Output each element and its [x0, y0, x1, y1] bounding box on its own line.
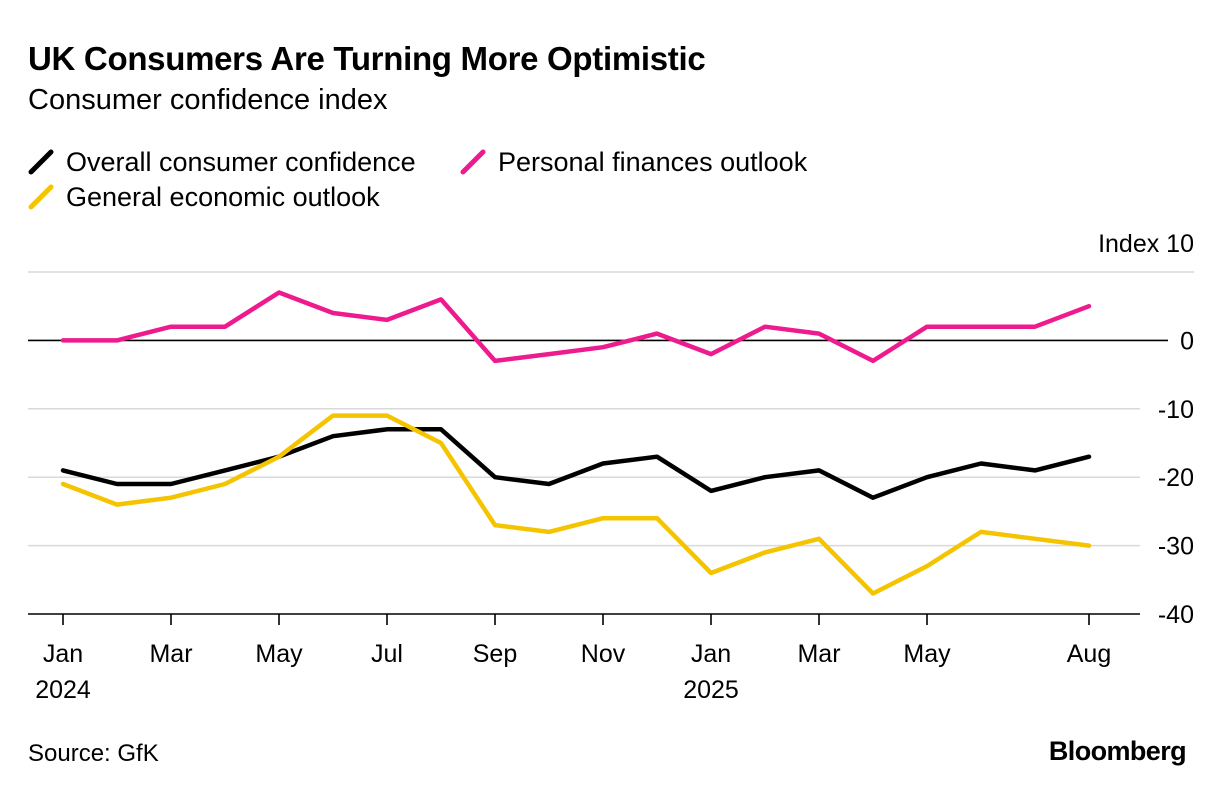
overall-consumer-confidence-line — [60, 427, 1092, 500]
legend-label-overall: Overall consumer confidence — [66, 146, 416, 177]
x-tick-label: Mar — [797, 640, 840, 668]
legend-label-general-economic: General economic outlook — [66, 181, 380, 212]
x-tick-label: Aug — [1067, 640, 1111, 668]
legend-item-overall: Overall consumer confidence — [28, 144, 416, 180]
y-tick-label-top: Index 10 — [1098, 230, 1194, 258]
chart-title: UK Consumers Are Turning More Optimistic — [28, 40, 706, 77]
y-tick-label-bg — [1140, 529, 1194, 562]
legend-label-personal-finances: Personal finances outlook — [498, 146, 808, 177]
y-tick-label: -20 — [1158, 464, 1194, 492]
x-tick-label: May — [903, 640, 951, 668]
y-tick-label: -10 — [1158, 396, 1194, 424]
x-tick-label: Mar — [149, 640, 192, 668]
x-tick-label: May — [255, 640, 303, 668]
y-tick-label: -40 — [1158, 601, 1194, 629]
y-tick-label-bg — [1140, 392, 1194, 425]
y-tick-label-bg — [1168, 324, 1194, 357]
x-tick-label: Jul — [371, 640, 403, 668]
x-tick-label: Sep — [473, 640, 517, 668]
x-tick-label: Jan — [691, 640, 731, 668]
legend-swatch-personal-finances — [460, 149, 486, 175]
y-tick-label: -30 — [1158, 533, 1194, 561]
legend-swatch-overall — [28, 149, 54, 175]
x-tick-year-label: 2024 — [35, 676, 91, 704]
legend-item-personal-finances: Personal finances outlook — [460, 144, 807, 180]
bloomberg-logo: Bloomberg — [1048, 736, 1187, 766]
x-tick-label: Jan — [43, 640, 83, 668]
x-tick-year-label: 2025 — [683, 676, 739, 704]
personal-finances-outlook-line — [60, 290, 1092, 364]
source-note: Source: GfK — [28, 740, 159, 767]
y-tick-label-bg — [1140, 461, 1194, 494]
y-tick-label: 0 — [1180, 327, 1194, 355]
general-economic-outlook-line — [60, 413, 1092, 596]
y-tick-label-bg — [1140, 598, 1194, 630]
legend-item-general-economic: General economic outlook — [28, 179, 380, 215]
chart-subtitle: Consumer confidence index — [28, 84, 388, 116]
x-tick-label: Nov — [581, 640, 626, 668]
legend-swatch-general-economic — [28, 184, 54, 210]
